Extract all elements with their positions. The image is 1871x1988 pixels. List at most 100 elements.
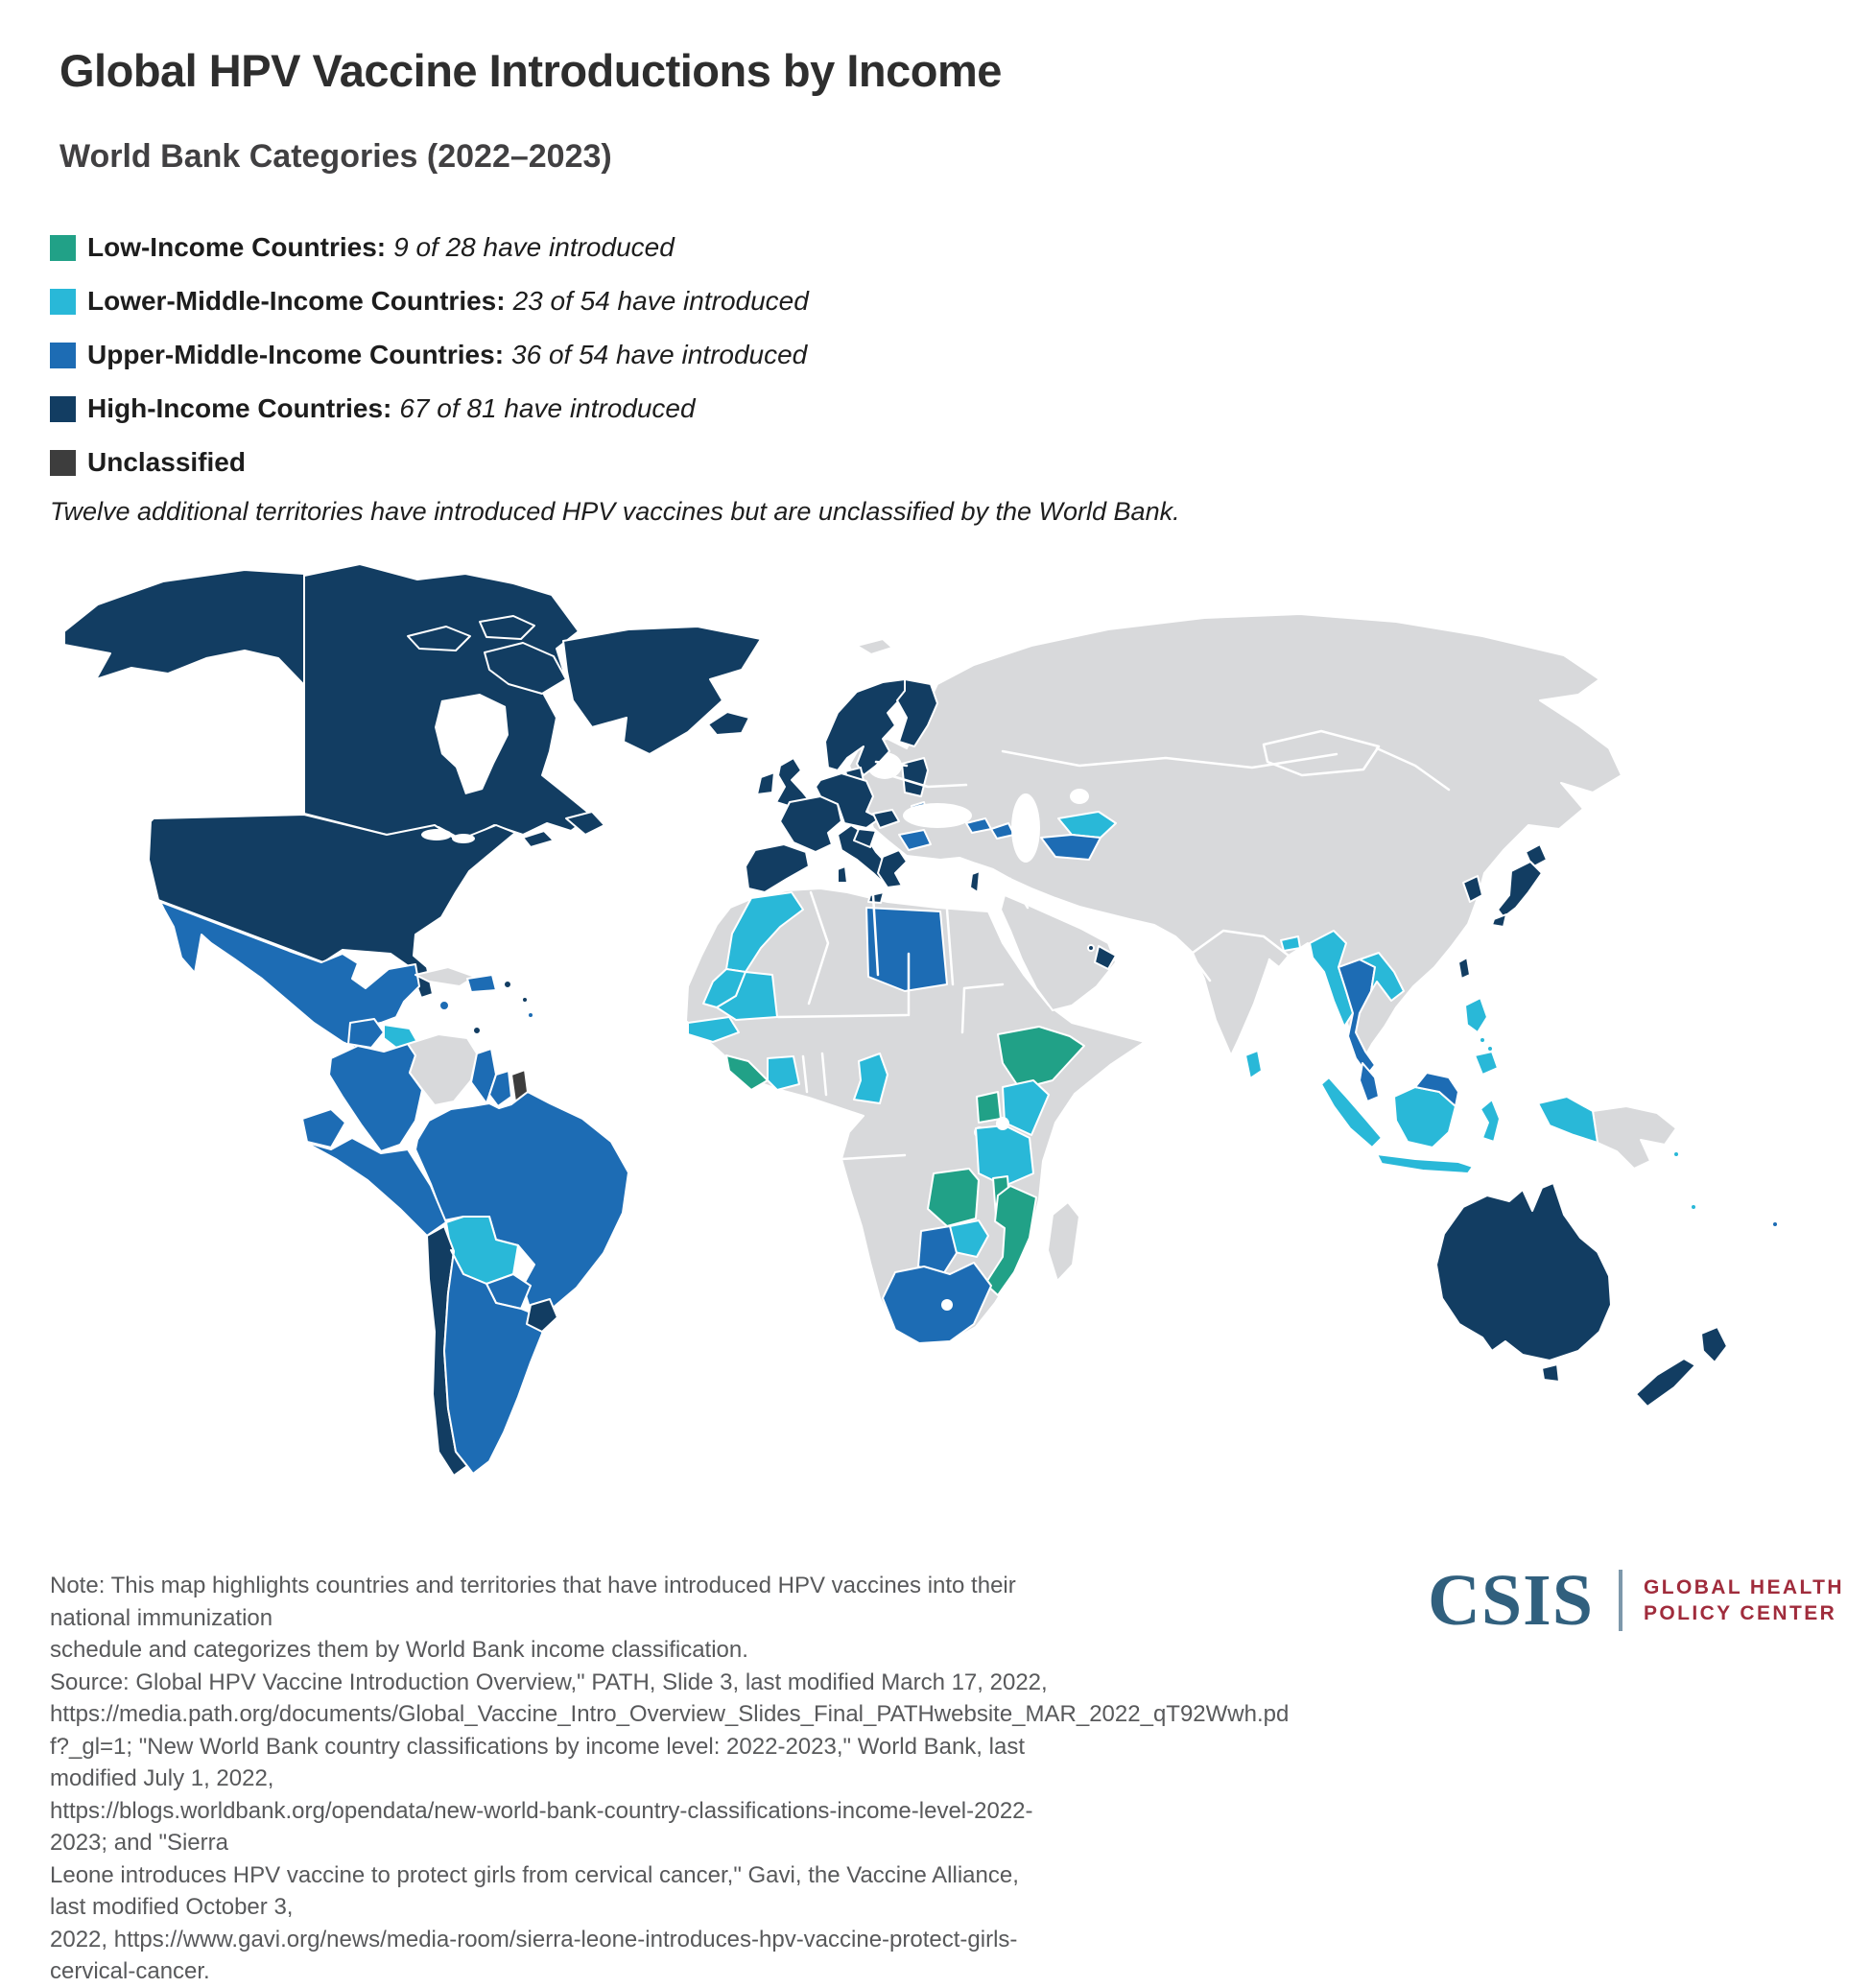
legend-swatch-upper-middle-income	[50, 342, 76, 368]
legend-label: Upper-Middle-Income Countries:	[87, 340, 505, 369]
country-taiwan	[1457, 957, 1471, 980]
country-colombia	[328, 1043, 423, 1152]
footer-line: Leone introduces HPV vaccine to protect …	[50, 1861, 1019, 1921]
country-norway-sweden	[824, 678, 919, 776]
country-suriname	[488, 1070, 512, 1107]
country-bhutan	[1280, 935, 1301, 952]
country-indonesia-sumatra	[1320, 1077, 1383, 1148]
footer-line: https://media.path.org/documents/Global_…	[50, 1701, 1290, 1727]
country-vanuatu	[1690, 1203, 1697, 1211]
country-malaysia-peninsula	[1359, 1062, 1380, 1102]
country-sardinia	[837, 865, 848, 884]
country-baltic-states	[901, 757, 929, 797]
territories-note: Twelve additional territories have intro…	[50, 497, 1180, 526]
country-newfoundland	[565, 811, 605, 836]
country-papua-new-guinea	[1592, 1105, 1677, 1170]
legend-swatch-lower-middle-income	[50, 288, 76, 315]
black-sea	[903, 803, 972, 828]
country-germany-central-europe	[815, 772, 881, 829]
country-australia	[1435, 1182, 1612, 1361]
legend-row-low: Low-Income Countries: 9 of 28 have intro…	[50, 221, 809, 274]
legend-row-unclassified: Unclassified	[50, 436, 809, 489]
country-hungary	[872, 809, 900, 829]
legend-value: 23 of 54 have introduced	[512, 286, 809, 316]
country-uganda	[976, 1091, 1002, 1124]
caspian-sea	[1011, 793, 1040, 863]
country-sicily	[867, 891, 885, 904]
great-lakes-east	[452, 834, 475, 843]
country-new-zealand-south	[1635, 1358, 1696, 1408]
country-guatemala	[347, 1018, 385, 1049]
legend-label: Lower-Middle-Income Countries:	[87, 286, 506, 316]
csis-logo-divider	[1619, 1570, 1622, 1631]
country-ecuador	[301, 1108, 346, 1148]
country-cameroon	[853, 1053, 888, 1104]
country-botswana	[917, 1225, 958, 1275]
country-turkmenistan	[1040, 834, 1101, 861]
legend: Low-Income Countries: 9 of 28 have intro…	[50, 221, 809, 489]
country-morocco	[725, 891, 804, 973]
country-cote-divoire	[767, 1055, 800, 1091]
country-iceland	[707, 711, 750, 736]
footer-line: schedule and categorizes them by World B…	[50, 1637, 748, 1663]
country-france	[779, 795, 842, 853]
legend-swatch-unclassified	[50, 449, 76, 476]
world-map-svg	[63, 563, 1779, 1477]
country-laos	[1359, 952, 1405, 1002]
country-ireland	[756, 771, 775, 795]
csis-wordmark: CSIS	[1428, 1560, 1594, 1641]
country-nova-scotia	[522, 830, 555, 848]
country-baffin-island	[484, 642, 567, 695]
country-philippines-visayas-1	[1479, 1036, 1486, 1044]
country-malaysia-borneo	[1414, 1072, 1459, 1107]
country-lesser-antilles-2	[527, 1011, 534, 1019]
country-lesser-antilles-1	[521, 996, 529, 1004]
country-brazil	[414, 1091, 629, 1312]
country-hispaniola	[466, 974, 497, 993]
country-israel	[969, 870, 981, 893]
footer-note-source: Note: This map highlights countries and …	[50, 1570, 1290, 1988]
lesotho-enclave	[941, 1299, 953, 1311]
country-ethiopia	[997, 1026, 1085, 1090]
country-bulgaria	[898, 829, 932, 851]
country-peru	[303, 1137, 447, 1237]
country-libya	[865, 907, 948, 992]
country-puerto-rico	[503, 980, 512, 989]
country-jamaica	[438, 1000, 450, 1011]
country-venezuela	[407, 1033, 478, 1106]
country-indonesia-papua	[1537, 1096, 1599, 1144]
country-new-zealand-north	[1700, 1326, 1728, 1363]
country-greece	[877, 849, 908, 888]
country-canada-arctic-island-2	[479, 615, 535, 640]
legend-value: 36 of 54 have introduced	[511, 340, 808, 369]
legend-row-lower-middle: Lower-Middle-Income Countries: 23 of 54 …	[50, 274, 809, 328]
legend-label: Low-Income Countries:	[87, 232, 387, 262]
lake-victoria	[996, 1117, 1009, 1130]
country-philippines-mindanao	[1474, 1051, 1499, 1076]
hudson-bay	[435, 694, 509, 794]
country-mauritania	[716, 971, 778, 1021]
csis-logo-line1: GLOBAL HEALTH	[1644, 1576, 1844, 1598]
country-borders	[776, 729, 1451, 1161]
legend-row-upper-middle: Upper-Middle-Income Countries: 36 of 54 …	[50, 328, 809, 382]
legend-swatch-high-income	[50, 395, 76, 422]
csis-logo-line2: POLICY CENTER	[1644, 1602, 1837, 1624]
legend-row-high: High-Income Countries: 67 of 81 have int…	[50, 382, 809, 436]
page-title: Global HPV Vaccine Introductions by Inco…	[59, 45, 1002, 96]
country-canada-arctic-island-1	[407, 626, 471, 651]
country-philippines-luzon	[1464, 997, 1488, 1033]
page-subtitle: World Bank Categories (2022–2023)	[59, 138, 612, 175]
footer-line: Source: Global HPV Vaccine Introduction …	[50, 1668, 1048, 1695]
country-madagascar	[1047, 1201, 1080, 1282]
country-uae	[1094, 945, 1117, 970]
country-svalbard	[856, 638, 893, 655]
country-spain-portugal	[745, 843, 810, 893]
great-lakes-west	[421, 829, 452, 840]
country-indonesia-java	[1376, 1153, 1474, 1174]
csis-logo-subtitle: GLOBAL HEALTH POLICY CENTER	[1644, 1574, 1844, 1626]
country-tasmania	[1541, 1363, 1560, 1383]
footer-line: 2022, https://www.gavi.org/news/media-ro…	[50, 1926, 1018, 1985]
country-trinidad	[472, 1026, 482, 1035]
legend-label: Unclassified	[87, 447, 246, 477]
footer-line: Note: This map highlights countries and …	[50, 1573, 1016, 1631]
